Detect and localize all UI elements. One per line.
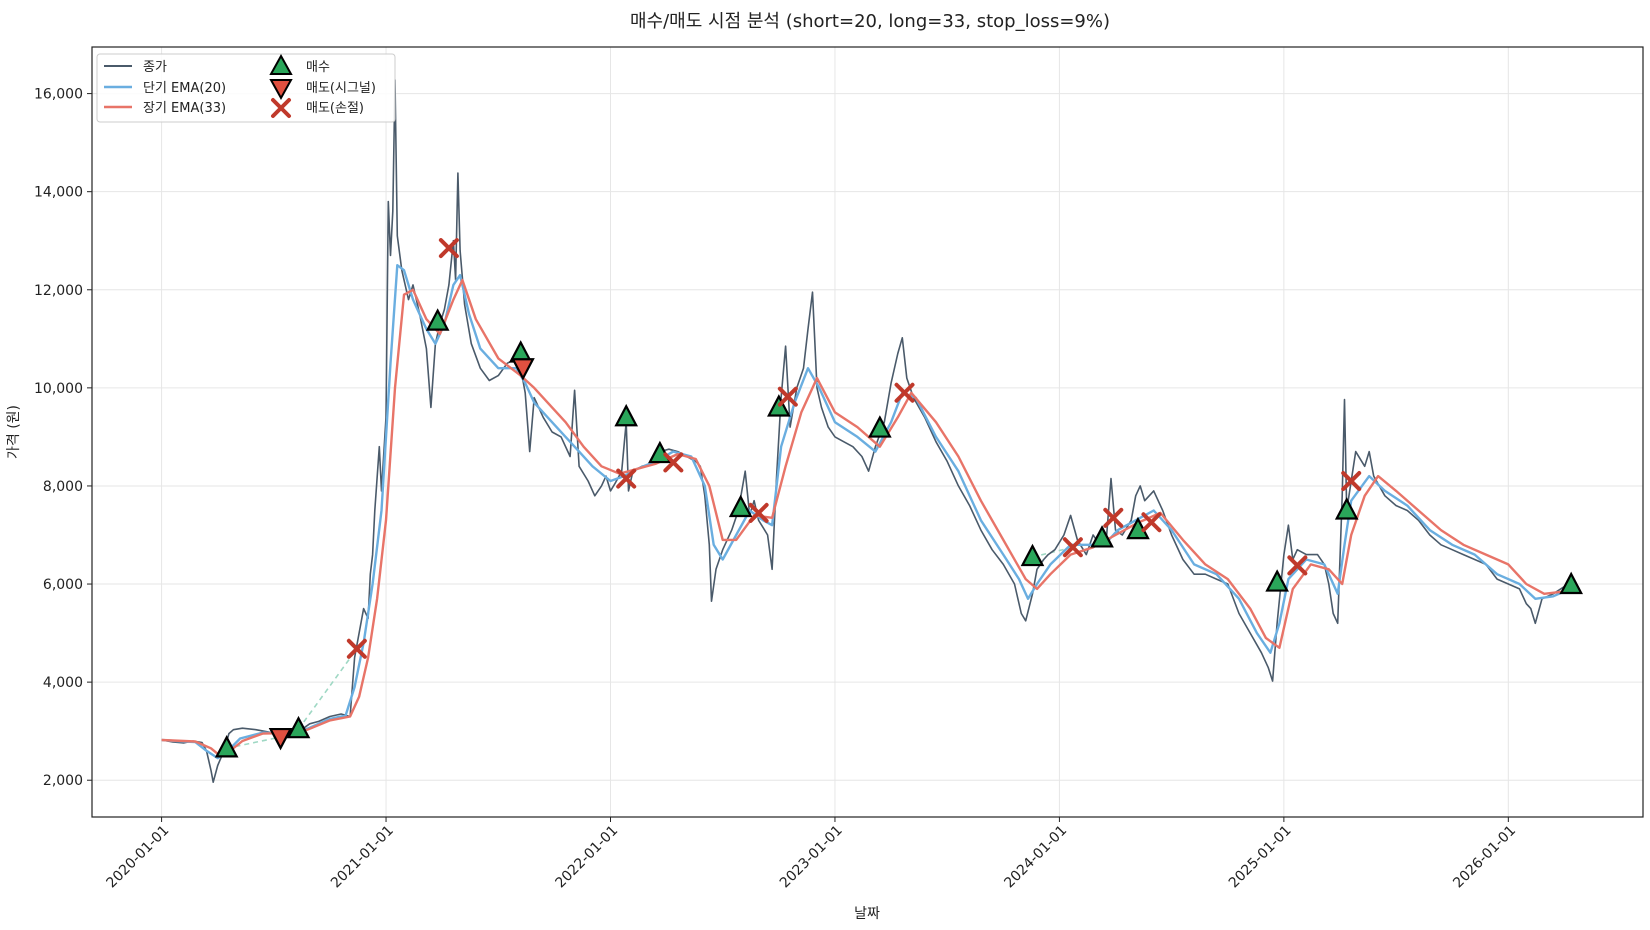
sell-stop-marker [748, 502, 769, 523]
x-tick-label: 2022-01-01 [552, 823, 621, 892]
y-tick-label: 14,000 [34, 185, 83, 201]
long-ema-line [161, 278, 1565, 757]
sell-stop-marker [616, 468, 637, 489]
y-tick-label: 10,000 [34, 381, 83, 397]
legend-swatch-sell-stop [271, 98, 291, 118]
plot-frame [91, 46, 1644, 818]
buy-marker [728, 494, 753, 518]
y-tick-label: 4,000 [43, 675, 83, 691]
x-axis-ticks: 2020-01-01 2021-01-01 2022-01-01 2023-01-01… [104, 817, 1519, 892]
sell-stop-marker [438, 238, 459, 259]
chart-title: 매수/매도 시점 분석 (short=20, long=33, stop_los… [630, 11, 1110, 32]
sell-stop-marker [777, 386, 798, 407]
buy-marker [1090, 525, 1114, 548]
legend-swatch-sell-signal [269, 79, 293, 101]
sell-stop-marker [1287, 555, 1308, 576]
sell-stop-marker [663, 452, 684, 473]
buy-marker [286, 715, 311, 739]
series-lines [161, 79, 1565, 783]
buy-marker [648, 440, 672, 464]
x-tick-label: 2021-01-01 [328, 823, 397, 892]
sell-stop-marker [346, 638, 367, 659]
y-tick-label: 16,000 [34, 87, 83, 103]
sell-stop-marker [1103, 507, 1124, 528]
legend: 종가 단기 EMA(20) 장기 EMA(33) 매수 매도(시그널) 매도(손… [96, 53, 396, 123]
x-tick-label: 2023-01-01 [777, 823, 846, 892]
buy-marker [1559, 571, 1583, 595]
y-tick-label: 12,000 [34, 283, 83, 299]
y-tick-label: 2,000 [43, 773, 83, 789]
sell-stop-marker [1341, 471, 1362, 492]
y-axis-ticks: 2,000 4,000 6,000 8,000 10,000 12,000 14,000 16… [34, 87, 92, 789]
short-ema-line [161, 264, 1565, 760]
legend-label-sell-stop: 매도(손절) [306, 101, 364, 116]
x-tick-label: 2025-01-01 [1226, 823, 1295, 892]
x-axis-label: 날짜 [854, 906, 880, 922]
x-tick-label: 2020-01-01 [104, 823, 173, 892]
x-tick-label: 2024-01-01 [1001, 823, 1070, 892]
sell-stop-marker [894, 382, 915, 403]
x-tick-label: 2026-01-01 [1450, 823, 1519, 892]
sell-signal-marker [511, 358, 535, 381]
buy-marker [614, 403, 639, 427]
legend-label-buy: 매수 [306, 60, 330, 75]
y-axis-label: 가격 (원) [6, 405, 22, 459]
buy-marker [214, 734, 239, 758]
sell-stop-marker [1141, 512, 1162, 533]
buy-marker [1020, 543, 1045, 567]
y-tick-label: 8,000 [43, 479, 83, 495]
buy-marker [1334, 497, 1359, 520]
y-tick-label: 6,000 [43, 577, 83, 593]
sell-stop-marker [1062, 537, 1083, 558]
grid [92, 47, 1643, 817]
legend-label-sell-signal: 매도(시그널) [306, 81, 376, 96]
sell-signal-marker [268, 727, 293, 751]
trade-markers [214, 238, 1583, 758]
buy-marker [868, 415, 892, 438]
legend-label-long-ema: 장기 EMA(33) [143, 101, 226, 116]
plot-area [161, 79, 1583, 783]
buy-marker [1265, 569, 1289, 592]
legend-label-short-ema: 단기 EMA(20) [143, 81, 226, 96]
legend-swatch-buy [269, 53, 293, 75]
trade-link [297, 648, 358, 730]
legend-label-close: 종가 [143, 60, 167, 75]
buy-marker [425, 308, 450, 331]
legend-box [96, 53, 396, 123]
